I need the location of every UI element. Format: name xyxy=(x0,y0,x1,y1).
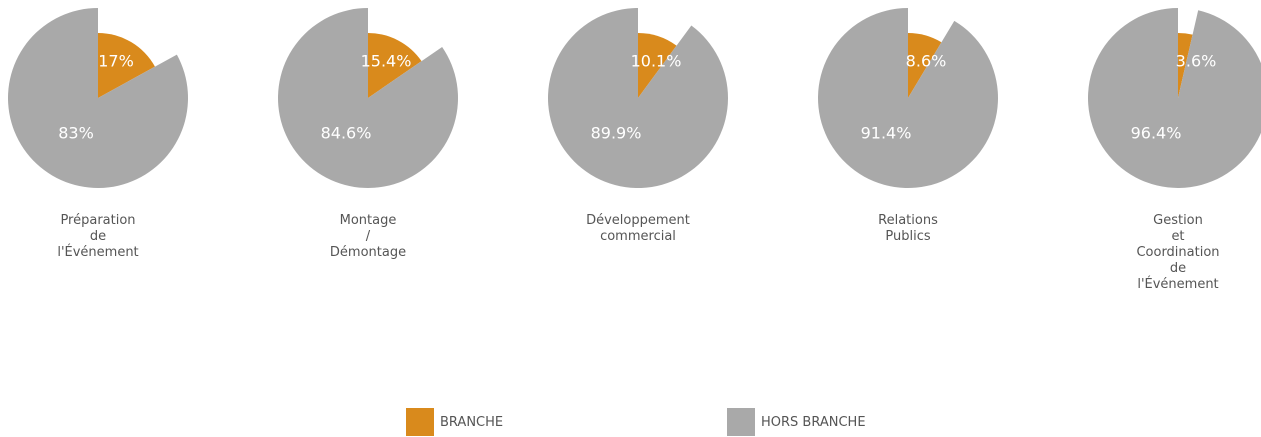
pie-slice xyxy=(278,8,458,189)
data-label: 15.4% xyxy=(361,52,412,71)
legend-label: BRANCHE xyxy=(440,414,504,430)
data-label: 17% xyxy=(98,52,134,71)
pie-slice xyxy=(908,33,942,98)
data-label: 84.6% xyxy=(321,124,372,143)
pie-slice xyxy=(98,33,155,98)
data-label: 91.4% xyxy=(861,124,912,143)
legend-item: BRANCHE xyxy=(406,408,503,436)
legend-swatch xyxy=(727,408,755,436)
pie-slice xyxy=(1087,8,1261,188)
data-label: 3.6% xyxy=(1176,52,1217,71)
pie-slice xyxy=(548,8,729,189)
data-label: 8.6% xyxy=(906,52,947,71)
legend-item: HORS BRANCHE xyxy=(727,408,866,436)
data-label: 83% xyxy=(58,124,94,143)
legend-label: HORS BRANCHE xyxy=(761,414,866,430)
pie-title: Montage / Démontage xyxy=(329,213,407,260)
pie-slice xyxy=(368,33,422,98)
pie-title: Préparation de l'Événement xyxy=(57,213,139,260)
pie-slice xyxy=(818,8,999,188)
data-label: 96.4% xyxy=(1131,124,1182,143)
pie-title: Relations Publics xyxy=(878,213,938,244)
pie-slice xyxy=(638,33,677,98)
pie-title: Gestion et Coordination de l'Événement xyxy=(1136,213,1220,292)
data-label: 89.9% xyxy=(591,124,642,143)
data-label: 10.1% xyxy=(631,52,682,71)
pie-title: Développement commercial xyxy=(586,213,690,244)
pie-slice xyxy=(7,8,188,188)
pie-slice xyxy=(1178,33,1193,98)
legend-swatch xyxy=(406,408,434,436)
